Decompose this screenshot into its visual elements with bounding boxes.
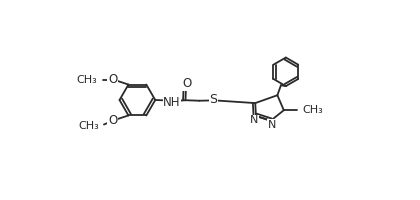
Text: CH₃: CH₃ (303, 105, 323, 115)
Text: CH₃: CH₃ (76, 75, 97, 85)
Text: O: O (108, 114, 117, 127)
Text: O: O (108, 73, 117, 86)
Text: N: N (250, 115, 258, 125)
Text: N: N (268, 120, 276, 130)
Text: CH₃: CH₃ (78, 121, 99, 131)
Text: NH: NH (163, 96, 181, 109)
Text: O: O (182, 77, 191, 90)
Text: S: S (209, 93, 217, 106)
